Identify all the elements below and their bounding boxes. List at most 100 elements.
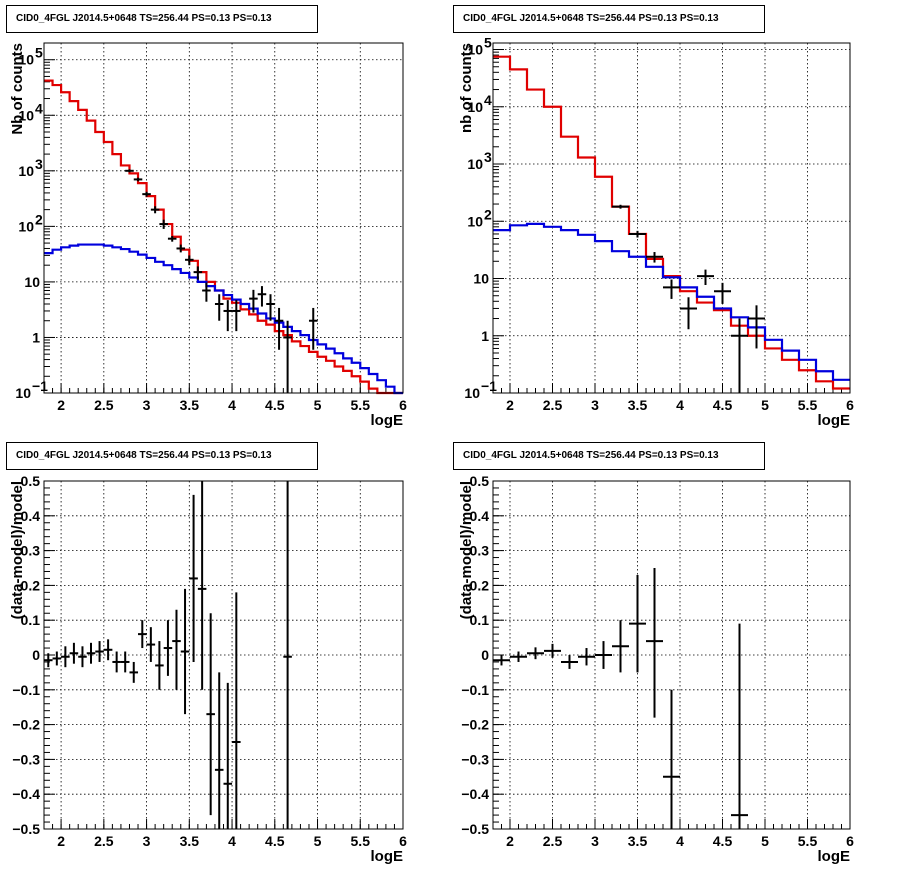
- data-point: [176, 244, 186, 253]
- x-tick-label: 4: [676, 833, 684, 849]
- data-points: [493, 568, 748, 829]
- data-point: [510, 651, 527, 662]
- y-tick-label: 10: [18, 218, 34, 234]
- data-point: [266, 294, 275, 321]
- x-tick-label: 4.5: [713, 397, 733, 413]
- data-point: [232, 300, 241, 332]
- x-tick-label: 3: [143, 397, 151, 413]
- y-tick-label: 10: [18, 107, 34, 123]
- data-point: [86, 642, 96, 664]
- y-tick-label: 0.5: [470, 473, 490, 489]
- x-tick-label: 5: [314, 397, 322, 413]
- y-tick-label: 10: [467, 99, 483, 115]
- x-axis-label: logE: [371, 412, 404, 429]
- data-point: [155, 641, 164, 690]
- y-tick-label: −0.4: [12, 786, 40, 802]
- data-point: [646, 252, 663, 263]
- y-tick-label: −0.1: [12, 682, 40, 698]
- chart-pad-top-left: 2 2.5 3 3.5 4 4.5 5 5.5 6 10 −1 1 10 10 2 10 3 10 4 10 5 logE…: [0, 0, 449, 437]
- x-tick-label: 2: [57, 397, 65, 413]
- x-tick-label: 6: [399, 833, 407, 849]
- x-tick-label: 2.5: [543, 833, 563, 849]
- data-point: [612, 204, 629, 209]
- y-axis-label: (data-model)/model: [458, 481, 475, 619]
- x-tick-label: 3.5: [628, 397, 648, 413]
- data-point: [731, 623, 748, 829]
- grid: [493, 481, 850, 829]
- data-point: [274, 307, 284, 350]
- plot-frame: [43, 480, 404, 830]
- x-tick-label: 4.5: [713, 833, 733, 849]
- x-tick-label: 3.5: [180, 397, 200, 413]
- data-point: [257, 286, 267, 307]
- y-tick-exponent: 5: [484, 35, 492, 51]
- data-point: [112, 651, 121, 673]
- x-tick-label: 4: [228, 833, 236, 849]
- chart-svg-bottom-right: 2 2.5 3 3.5 4 4.5 5 5.5 6 −0.5 −0.4 −0.3 −0.2 −0.1 0 0.…: [458, 473, 854, 865]
- x-tick-label: 5.5: [798, 397, 818, 413]
- data-point: [663, 689, 680, 829]
- y-tick-label: 10: [15, 385, 31, 401]
- x-tick-label: 2: [57, 833, 65, 849]
- x-tick-label: 6: [846, 397, 854, 413]
- x-tick-label: 3.5: [180, 833, 200, 849]
- data-points: [612, 204, 765, 393]
- data-point: [697, 269, 714, 286]
- x-tick-label: 4: [676, 397, 684, 413]
- data-point: [120, 651, 130, 673]
- x-tick-label: 4.5: [265, 833, 285, 849]
- y-tick-label: 10: [467, 213, 483, 229]
- data-point: [714, 282, 731, 304]
- chart-pad-bottom-left: 2 2.5 3 3.5 4 4.5 5 5.5 6 −0.5 −0.4 −0.3 −0.2 −0.1 0 0.…: [0, 437, 449, 875]
- x-tick-label: 5.5: [351, 397, 371, 413]
- data-point: [214, 294, 224, 321]
- y-tick-label: −0.2: [12, 717, 40, 733]
- data-point: [629, 230, 646, 238]
- grid: [493, 43, 850, 393]
- data-point: [44, 653, 53, 668]
- y-tick-label: −0.3: [461, 751, 489, 767]
- histogram-red-line: [493, 55, 850, 390]
- x-tick-label: 5.5: [798, 833, 818, 849]
- y-tick-label: −0.1: [461, 682, 489, 698]
- y-tick-label: 1: [481, 328, 489, 344]
- x-axis-label: logE: [371, 848, 404, 865]
- x-tick-label: 2.5: [94, 397, 114, 413]
- data-point: [646, 568, 663, 718]
- chart-pad-bottom-right: 2 2.5 3 3.5 4 4.5 5 5.5 6 −0.5 −0.4 −0.3 −0.2 −0.1 0 0.…: [449, 437, 898, 875]
- x-tick-label: 3: [591, 833, 599, 849]
- data-point: [232, 592, 241, 829]
- y-tick-exponent: −1: [32, 378, 48, 394]
- y-axis-label: Nb of counts: [9, 43, 26, 135]
- y-tick-label: 10: [18, 163, 34, 179]
- data-point: [185, 255, 194, 266]
- data-point: [69, 642, 79, 664]
- data-point: [612, 620, 629, 673]
- data-point: [663, 279, 680, 299]
- data-point: [193, 266, 203, 280]
- y-tick-exponent: 2: [35, 211, 43, 227]
- chart-svg-bottom-left: 2 2.5 3 3.5 4 4.5 5 5.5 6 −0.5 −0.4 −0.3 −0.2 −0.1 0 0.…: [9, 473, 407, 865]
- y-tick-label: 10: [473, 271, 489, 287]
- y-tick-label: 1: [32, 329, 40, 345]
- y-tick-exponent: 4: [35, 100, 43, 116]
- data-point: [150, 206, 160, 214]
- data-point: [493, 655, 510, 666]
- x-tick-label: 4: [228, 397, 236, 413]
- x-tick-label: 2: [506, 833, 514, 849]
- data-point: [172, 609, 181, 690]
- y-tick-label: 0.1: [470, 612, 490, 628]
- data-point: [680, 297, 697, 330]
- data-point: [95, 641, 104, 662]
- x-tick-label: 3.5: [628, 833, 648, 849]
- y-tick-label: 0: [481, 647, 489, 663]
- data-point: [544, 643, 561, 658]
- data-point: [283, 320, 292, 393]
- y-tick-label: 0.5: [21, 473, 41, 489]
- plot-frame: [492, 480, 851, 830]
- data-point: [561, 655, 578, 669]
- chart-title: CID0_4FGL J2014.5+0648 TS=256.44 PS=0.13…: [453, 442, 765, 470]
- y-axis-label: nb of counts: [458, 43, 475, 133]
